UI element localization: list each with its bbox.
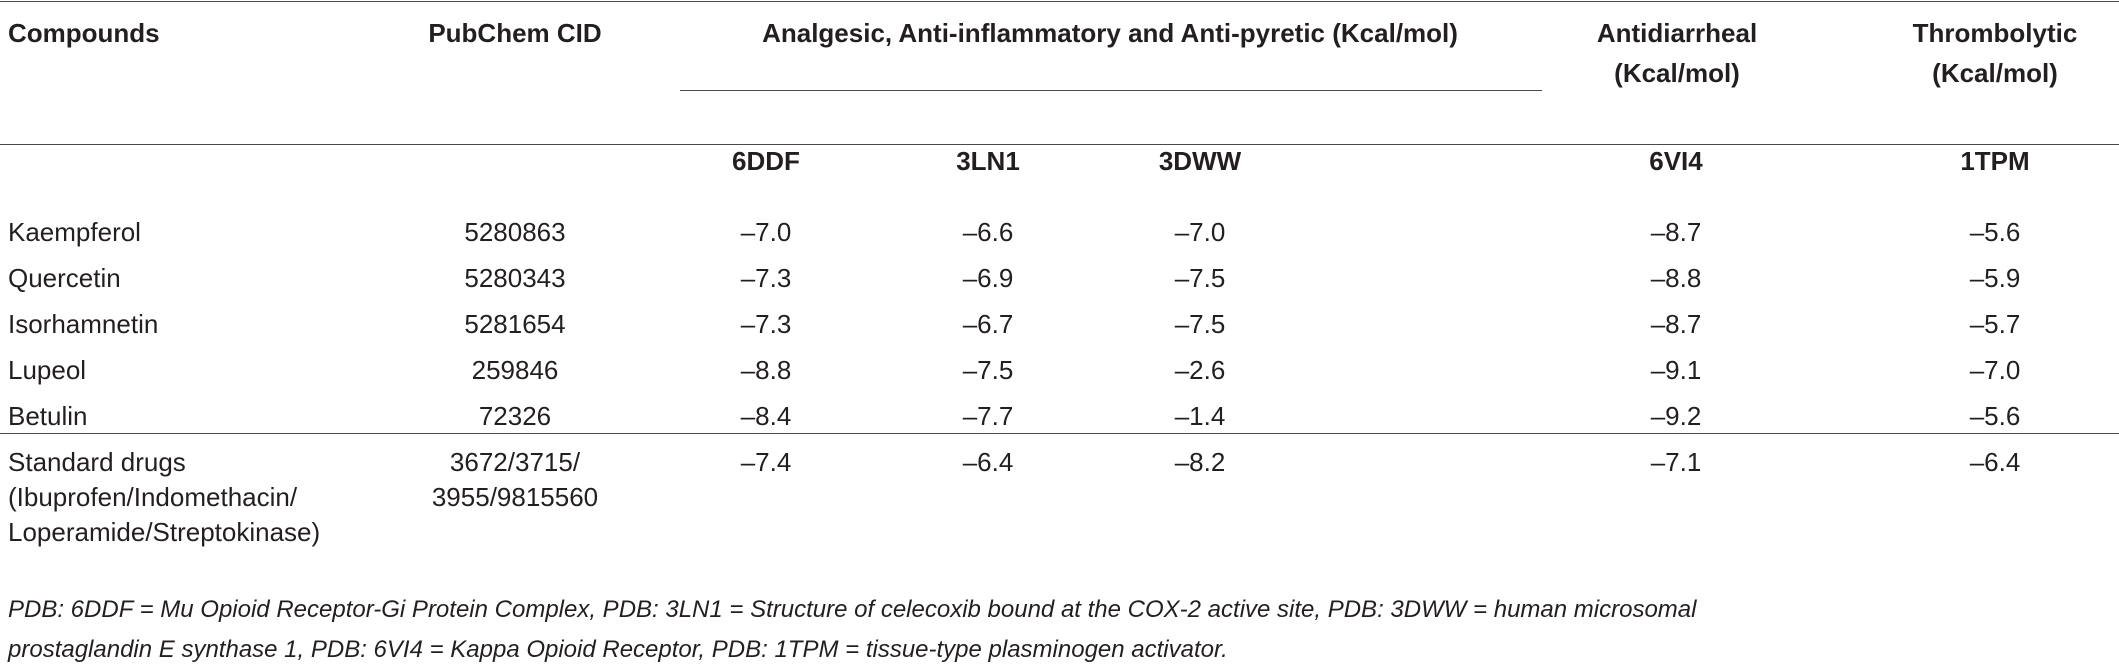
cell-compound: Isorhamnetin (8, 309, 159, 339)
cell-1tpm: –5.7 (1969, 309, 2021, 339)
header-thrombolytic-line2: (Kcal/mol) (1932, 58, 2058, 88)
table-footnote: PDB: 6DDF = Mu Opioid Receptor-Gi Protei… (8, 590, 2108, 670)
cell-1tpm: –7.0 (1969, 355, 2021, 385)
cell-compound-line2: (Ibuprofen/Indomethacin/ (8, 482, 298, 512)
body-bottom-rule (0, 433, 2119, 434)
cell-6vi4: –8.8 (1650, 263, 1702, 293)
cell-cid: 5281654 (464, 309, 566, 339)
cell-compound: Lupeol (8, 355, 87, 385)
cell-6ddf: –7.3 (740, 309, 792, 339)
cell-6vi4: –8.7 (1650, 309, 1702, 339)
cell-3ln1: –6.7 (962, 309, 1014, 339)
cell-3dww: –1.4 (1174, 401, 1226, 431)
subheader-6ddf: 6DDF (732, 146, 800, 176)
cell-1tpm: –6.4 (1969, 447, 2021, 477)
subheader-1tpm: 1TPM (1960, 146, 2030, 176)
cell-compound: Kaempferol (8, 217, 141, 247)
header-antidiarrheal-line2: (Kcal/mol) (1614, 58, 1740, 88)
group-rule (680, 90, 1542, 91)
cell-6vi4: –8.7 (1650, 217, 1702, 247)
table-row: Kaempferol 5280863 –7.0 –6.6 –7.0 –8.7 –… (0, 217, 2119, 253)
cell-cid: 5280343 (464, 263, 566, 293)
subheader-3dww: 3DWW (1158, 146, 1242, 176)
cell-6ddf: –8.8 (740, 355, 792, 385)
cell-3ln1: –6.9 (962, 263, 1014, 293)
cell-6ddf: –7.0 (740, 217, 792, 247)
table-row: Betulin 72326 –8.4 –7.7 –1.4 –9.2 –5.6 (0, 401, 2119, 437)
cell-3ln1: –6.6 (962, 217, 1014, 247)
footnote-line1: PDB: 6DDF = Mu Opioid Receptor-Gi Protei… (8, 596, 1697, 623)
cell-cid-line1: 3672/3715/ (449, 447, 581, 477)
cell-3dww: –2.6 (1174, 355, 1226, 385)
cell-cid: 72326 (478, 401, 552, 431)
footnote-line2: prostaglandin E synthase 1, PDB: 6VI4 = … (8, 636, 1228, 663)
cell-3ln1: –6.4 (962, 447, 1014, 477)
top-rule (0, 1, 2119, 2)
cell-1tpm: –5.6 (1969, 217, 2021, 247)
cell-cid-line2: 3955/9815560 (431, 482, 599, 512)
cell-compound-line3: Loperamide/Streptokinase) (8, 517, 321, 547)
cell-6ddf: –7.4 (740, 447, 792, 477)
cell-cid: 259846 (471, 355, 559, 385)
table-row: Isorhamnetin 5281654 –7.3 –6.7 –7.5 –8.7… (0, 309, 2119, 345)
cell-compound: Betulin (8, 401, 88, 431)
cell-6vi4: –9.1 (1650, 355, 1702, 385)
cell-3ln1: –7.5 (962, 355, 1014, 385)
cell-1tpm: –5.9 (1969, 263, 2021, 293)
header-compounds: Compounds (8, 18, 160, 48)
subheader-3ln1: 3LN1 (956, 146, 1020, 176)
cell-1tpm: –5.6 (1969, 401, 2021, 431)
table-row: Quercetin 5280343 –7.3 –6.9 –7.5 –8.8 –5… (0, 263, 2119, 299)
subheader-6vi4: 6VI4 (1649, 146, 1703, 176)
header-group-analgesic: Analgesic, Anti-inflammatory and Anti-py… (762, 18, 1458, 48)
cell-3dww: –7.5 (1174, 263, 1226, 293)
cell-3ln1: –7.7 (962, 401, 1014, 431)
cell-3dww: –7.0 (1174, 217, 1226, 247)
cell-cid: 5280863 (464, 217, 566, 247)
header-pubchem-cid: PubChem CID (428, 18, 602, 48)
cell-compound: Quercetin (8, 263, 121, 293)
cell-6vi4: –9.2 (1650, 401, 1702, 431)
header-bottom-rule (0, 144, 2119, 145)
cell-6vi4: –7.1 (1650, 447, 1702, 477)
cell-3dww: –7.5 (1174, 309, 1226, 339)
table-row: Lupeol 259846 –8.8 –7.5 –2.6 –9.1 –7.0 (0, 355, 2119, 391)
header-thrombolytic-line1: Thrombolytic (1912, 18, 2078, 48)
cell-compound-line1: Standard drugs (8, 447, 186, 477)
cell-6ddf: –7.3 (740, 263, 792, 293)
cell-6ddf: –8.4 (740, 401, 792, 431)
table-row-standard-drugs: Standard drugs (Ibuprofen/Indomethacin/ … (0, 447, 2119, 567)
header-antidiarrheal-line1: Antidiarrheal (1596, 18, 1758, 48)
cell-3dww: –8.2 (1174, 447, 1226, 477)
